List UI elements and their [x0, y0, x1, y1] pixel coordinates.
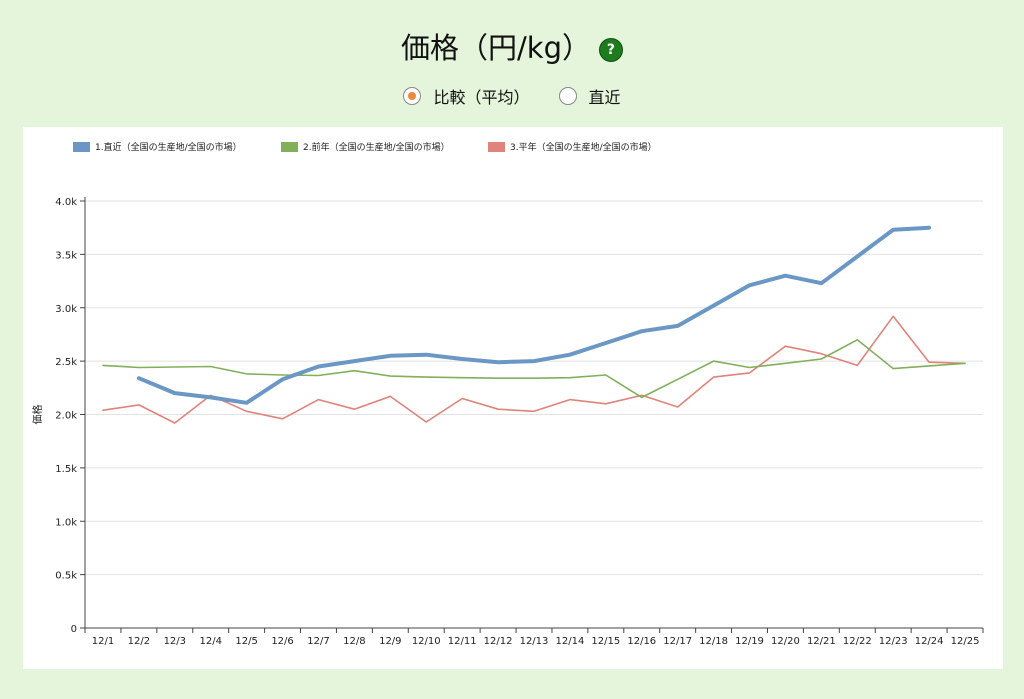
y-tick-label: 2.0k [55, 411, 77, 422]
y-tick-label: 0 [71, 624, 77, 635]
chart-panel: 1.直近（全国の生産地/全国の市場） 2.前年（全国の生産地/全国の市場） 3.平年… [23, 127, 1003, 669]
y-tick-label: 3.5k [55, 250, 77, 261]
y-tick-label: 4.0k [55, 197, 77, 208]
y-axis-label: 価格 [31, 405, 44, 425]
y-tick-label: 3.0k [55, 304, 77, 315]
help-icon[interactable]: ? [598, 38, 623, 62]
radio-recent[interactable]: 直近 [558, 84, 621, 108]
legend-swatch [73, 142, 90, 152]
x-tick-label: 12/18 [699, 636, 728, 647]
series-line-2 [102, 339, 966, 399]
x-tick-label: 12/3 [164, 636, 186, 647]
x-tick-label: 12/21 [807, 636, 836, 647]
radio-compare-average[interactable]: 比較（平均） [403, 84, 529, 108]
x-tick-label: 12/9 [379, 636, 401, 647]
x-tick-label: 12/8 [343, 636, 365, 647]
x-tick-label: 12/25 [951, 636, 980, 647]
legend-swatch [281, 142, 298, 152]
mode-radio-group: 比較（平均） 直近 [0, 84, 1024, 109]
series-line-1 [136, 225, 932, 405]
x-tick-label: 12/2 [128, 636, 150, 647]
x-tick-label: 12/23 [879, 636, 908, 647]
y-tick-label: 2.5k [55, 357, 77, 368]
series-line-3 [102, 315, 966, 424]
x-tick-label: 12/5 [235, 636, 257, 647]
radio-recent-label: 直近 [588, 88, 621, 107]
y-tick-label: 0.5k [55, 571, 77, 582]
chart-title-text: 価格（円/kg） [401, 31, 591, 65]
radio-recent-circle[interactable] [558, 87, 577, 105]
x-tick-label: 12/15 [591, 636, 620, 647]
x-tick-label: 12/14 [556, 636, 585, 647]
x-tick-label: 12/11 [448, 636, 477, 647]
x-tick-label: 12/6 [271, 636, 293, 647]
price-line-chart: 1.直近（全国の生産地/全国の市場） 2.前年（全国の生産地/全国の市場） 3.平年… [31, 141, 984, 647]
legend-label: 2.前年（全国の生産地/全国の市場） [303, 141, 450, 153]
legend-swatch [488, 142, 505, 152]
x-tick-label: 12/19 [735, 636, 764, 647]
x-tick-label: 12/10 [412, 636, 441, 647]
legend-label: 1.直近（全国の生産地/全国の市場） [95, 141, 242, 153]
x-tick-label: 12/4 [199, 636, 221, 647]
chart-title: 価格（円/kg）? [0, 28, 1024, 68]
legend-label: 3.平年（全国の生産地/全国の市場） [510, 141, 657, 153]
radio-compare-average-circle[interactable] [403, 87, 422, 105]
y-tick-label: 1.0k [55, 517, 77, 528]
x-tick-label: 12/22 [843, 636, 872, 647]
radio-compare-average-label: 比較（平均） [433, 88, 530, 107]
x-tick-label: 12/16 [627, 636, 656, 647]
x-tick-label: 12/12 [484, 636, 513, 647]
x-tick-label: 12/24 [915, 636, 944, 647]
y-tick-label: 1.5k [55, 464, 77, 475]
x-tick-label: 12/20 [771, 636, 800, 647]
x-tick-label: 12/13 [520, 636, 549, 647]
x-tick-label: 12/7 [307, 636, 329, 647]
x-tick-label: 12/1 [92, 636, 114, 647]
x-tick-label: 12/17 [663, 636, 692, 647]
